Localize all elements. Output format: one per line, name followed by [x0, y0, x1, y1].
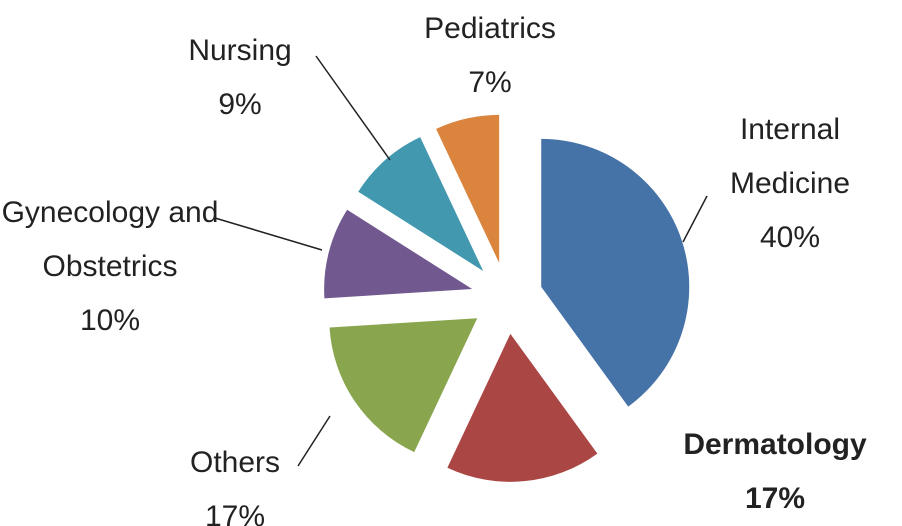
slice-label: Pediatrics 7%: [390, 2, 590, 110]
category-label: Pediatrics: [424, 12, 556, 45]
pie-slice: [541, 138, 690, 407]
value-label: 17%: [204, 500, 266, 526]
category-label: Internal Medicine: [729, 113, 851, 200]
category-label: Dermatology: [683, 428, 867, 461]
leader-line: [682, 195, 708, 243]
slice-label: Internal Medicine 40%: [695, 103, 885, 265]
leader-line: [315, 55, 391, 161]
pie-slice: [329, 318, 478, 453]
value-label: 17%: [744, 482, 806, 515]
category-label: Gynecology and Obstetrics: [1, 196, 219, 283]
slice-label: Others 17%: [160, 436, 310, 526]
slice-label: Nursing 9%: [165, 24, 315, 132]
slice-label: Gynecology and Obstetrics 10%: [0, 186, 220, 348]
pie-slice: [324, 209, 473, 299]
pie-slice: [436, 114, 500, 263]
value-label: 10%: [79, 304, 141, 337]
slice-label: Dermatology 17%: [665, 418, 885, 526]
value-label: 9%: [218, 88, 262, 121]
leader-line: [297, 415, 331, 467]
value-label: 7%: [468, 66, 512, 99]
category-label: Nursing: [188, 34, 292, 67]
value-label: 40%: [759, 221, 821, 254]
pie-slice: [358, 137, 484, 271]
category-label: Others: [189, 446, 281, 479]
leader-line: [214, 217, 323, 251]
pie-slice: [447, 333, 598, 482]
